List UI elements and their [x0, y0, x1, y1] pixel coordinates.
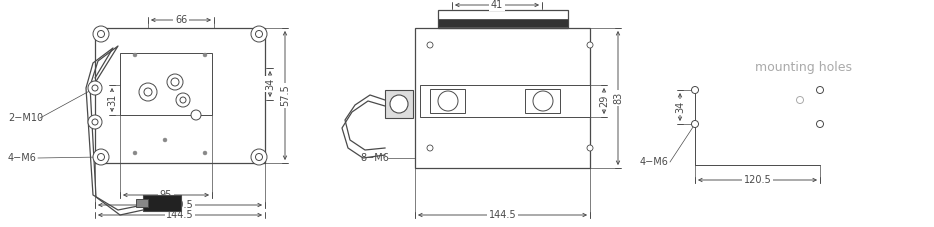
Circle shape	[139, 83, 157, 101]
Circle shape	[88, 81, 102, 95]
Bar	[143, 195, 181, 211]
Text: 144.5: 144.5	[166, 210, 194, 220]
Circle shape	[144, 88, 152, 96]
Circle shape	[691, 121, 699, 128]
Text: 120.5: 120.5	[166, 200, 194, 210]
Circle shape	[97, 30, 105, 37]
Circle shape	[251, 26, 267, 42]
Circle shape	[167, 74, 183, 90]
Text: 57.5: 57.5	[280, 85, 290, 106]
Bar	[385, 90, 413, 118]
Circle shape	[816, 121, 824, 128]
Text: 95: 95	[160, 190, 172, 200]
Circle shape	[587, 145, 593, 151]
Text: 31: 31	[107, 94, 117, 106]
Text: 34: 34	[265, 78, 275, 90]
Text: 83: 83	[613, 92, 623, 104]
Bar	[438, 10, 568, 28]
Text: 41: 41	[491, 0, 503, 10]
Circle shape	[438, 91, 458, 111]
Circle shape	[691, 86, 699, 94]
Circle shape	[92, 119, 98, 125]
Circle shape	[251, 149, 267, 165]
Text: 8−M6: 8−M6	[360, 153, 389, 163]
Bar	[95, 28, 265, 163]
Circle shape	[93, 26, 109, 42]
Circle shape	[427, 145, 433, 151]
Bar	[415, 28, 590, 168]
Circle shape	[533, 91, 553, 111]
Circle shape	[97, 153, 105, 160]
Bar	[438, 19, 568, 27]
Text: 120.5: 120.5	[743, 175, 771, 185]
Circle shape	[203, 151, 207, 155]
Circle shape	[88, 115, 102, 129]
Bar	[420, 85, 590, 117]
Circle shape	[797, 96, 803, 104]
Text: 2−M10: 2−M10	[8, 113, 43, 123]
Text: 4−M6: 4−M6	[640, 157, 669, 167]
Circle shape	[587, 42, 593, 48]
Text: 29: 29	[599, 95, 609, 107]
Text: 144.5: 144.5	[488, 210, 517, 220]
Circle shape	[256, 153, 262, 160]
Text: mounting holes: mounting holes	[755, 62, 852, 74]
Text: 4−M6: 4−M6	[8, 153, 36, 163]
Circle shape	[191, 110, 201, 120]
Circle shape	[176, 93, 190, 107]
Circle shape	[816, 86, 824, 94]
Text: 34: 34	[675, 101, 685, 113]
Circle shape	[390, 95, 408, 113]
Bar	[136, 199, 148, 207]
Circle shape	[203, 53, 207, 57]
Circle shape	[93, 149, 109, 165]
Bar	[430, 89, 465, 113]
Circle shape	[256, 30, 262, 37]
Text: 66: 66	[175, 15, 187, 25]
Circle shape	[92, 85, 98, 91]
Circle shape	[427, 42, 433, 48]
Circle shape	[163, 138, 167, 142]
Circle shape	[171, 78, 179, 86]
Circle shape	[180, 97, 186, 103]
Circle shape	[133, 151, 137, 155]
Bar	[120, 53, 212, 115]
Circle shape	[133, 53, 137, 57]
Bar	[525, 89, 560, 113]
